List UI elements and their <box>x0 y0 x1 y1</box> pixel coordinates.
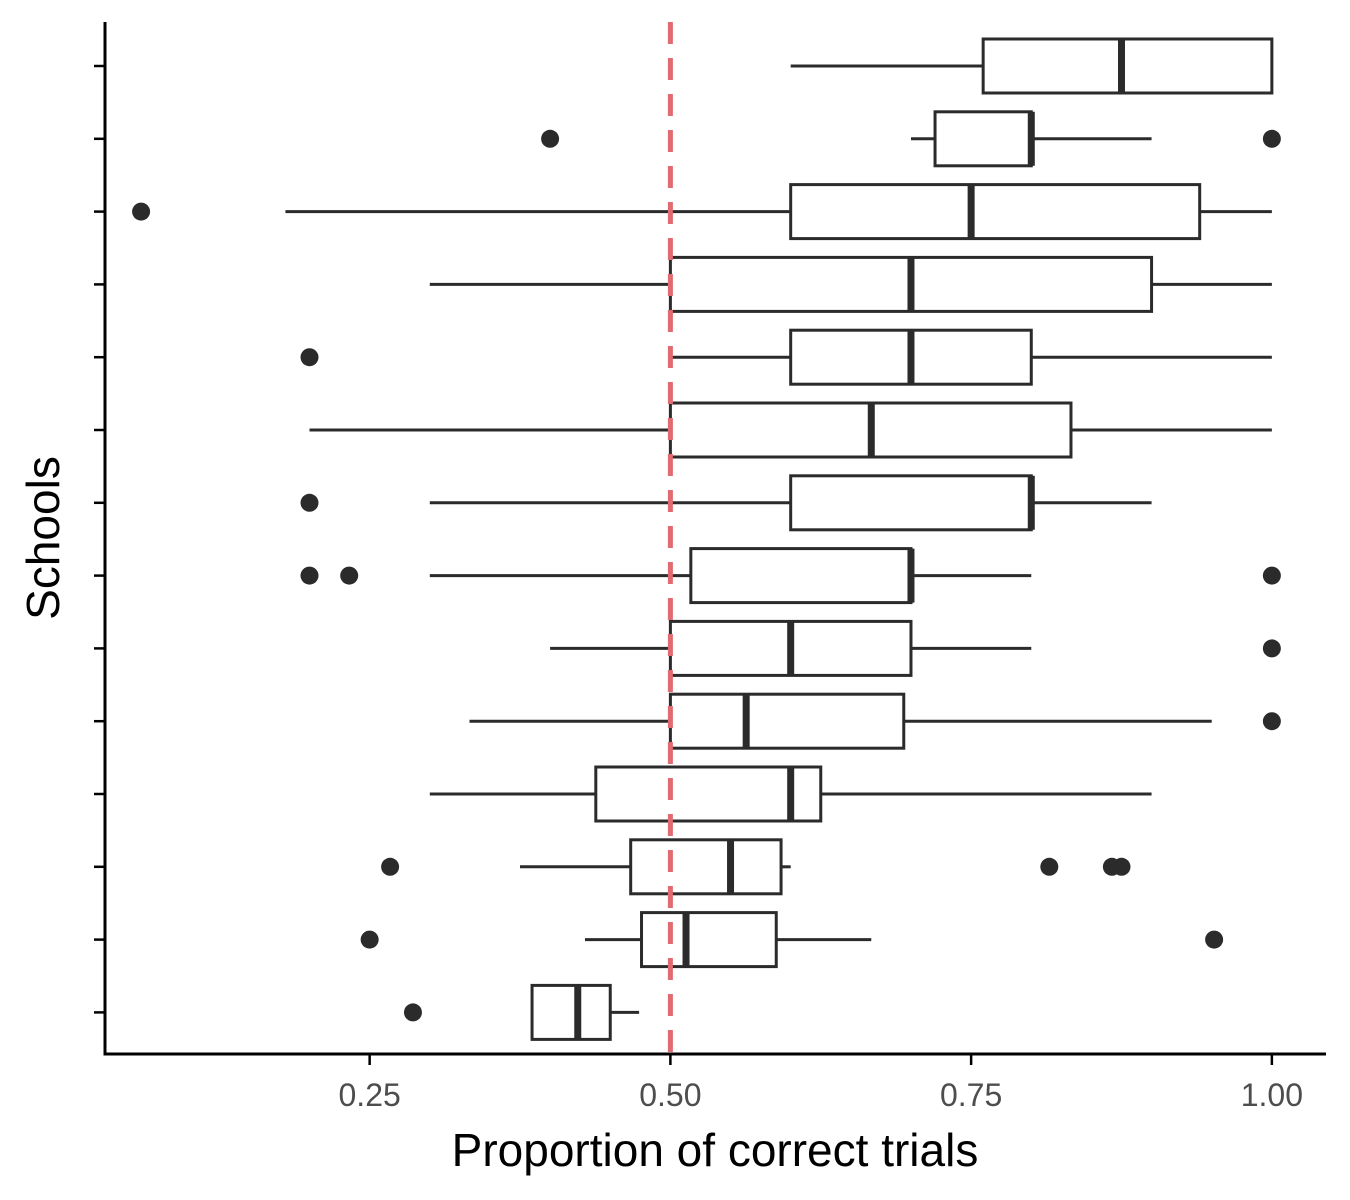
outlier-point <box>1040 857 1059 876</box>
outlier-point <box>340 566 359 585</box>
box-group <box>132 183 1272 241</box>
outlier-point <box>1262 129 1281 148</box>
box-iqr <box>594 765 823 823</box>
box-iqr <box>530 983 612 1041</box>
box-group <box>429 765 1152 823</box>
outlier-point <box>381 857 400 876</box>
box-iqr <box>933 110 1033 168</box>
x-tick-label: 1.00 <box>1241 1077 1303 1113</box>
box-group <box>403 983 640 1041</box>
outlier-point <box>300 566 319 585</box>
box-group <box>360 911 1224 969</box>
y-axis-ticks <box>94 64 105 1014</box>
x-tick-labels: 0.25 0.50 0.75 1.00 <box>339 1077 1303 1113</box>
outlier-point <box>403 1003 422 1022</box>
box-iqr <box>668 692 906 750</box>
box-group <box>300 328 1272 386</box>
outlier-point <box>1112 857 1131 876</box>
x-tick-label: 0.25 <box>339 1077 401 1113</box>
box-group <box>790 37 1274 95</box>
outlier-point <box>300 493 319 512</box>
box-group <box>309 401 1272 459</box>
outlier-point <box>132 202 151 221</box>
box-group <box>541 110 1281 168</box>
box-iqr <box>689 547 913 605</box>
box-group <box>550 619 1281 677</box>
box-group <box>469 692 1281 750</box>
box-iqr <box>981 37 1274 95</box>
x-tick-label: 0.50 <box>639 1077 701 1113</box>
x-tick-label: 0.75 <box>940 1077 1002 1113</box>
outlier-point <box>1205 930 1224 949</box>
box-iqr <box>789 474 1033 532</box>
outlier-point <box>1262 712 1281 731</box>
box-iqr <box>640 911 778 969</box>
outlier-point <box>360 930 379 949</box>
box-iqr <box>629 838 783 896</box>
y-axis-title: Schools <box>17 456 69 620</box>
outlier-point <box>300 348 319 367</box>
outlier-point <box>1262 639 1281 658</box>
box-iqr <box>789 183 1202 241</box>
box-group <box>300 547 1281 605</box>
box-group <box>300 474 1152 532</box>
x-axis-ticks <box>368 1054 1274 1065</box>
outlier-point <box>541 129 560 148</box>
box-group <box>429 255 1272 313</box>
outlier-point <box>1262 566 1281 585</box>
box-group <box>381 838 1131 896</box>
plot-area <box>132 37 1281 1041</box>
x-axis-title: Proportion of correct trials <box>452 1124 979 1176</box>
